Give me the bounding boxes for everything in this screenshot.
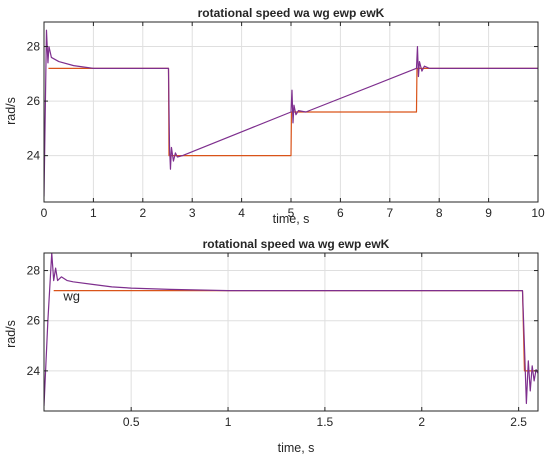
series-line-0: [48, 67, 538, 157]
x-tick-label: 2: [139, 206, 146, 220]
x-tick-label: 0: [41, 206, 48, 220]
x-tick-label: 9: [485, 206, 492, 220]
x-tick-label: 8: [436, 206, 443, 220]
series-line-1: [44, 253, 538, 407]
y-tick-label: 24: [27, 364, 41, 378]
y-tick-label: 26: [27, 94, 41, 108]
y-tick-label: 28: [27, 264, 41, 278]
x-tick-label: 1: [225, 415, 232, 429]
plot-area: [44, 253, 538, 411]
x-tick-label: 6: [337, 206, 344, 220]
chart-title: rotational speed wa wg ewp ewK: [198, 6, 385, 20]
x-tick-label: 10: [531, 206, 545, 220]
lower-speed-chart: rotational speed wa wg ewp ewK time, s r…: [4, 237, 539, 455]
chart-title: rotational speed wa wg ewp ewK: [203, 237, 390, 251]
x-axis-label: time, s: [273, 212, 310, 226]
x-tick-label: 3: [189, 206, 196, 220]
x-tick-label: 7: [386, 206, 393, 220]
y-tick-label: 26: [27, 314, 41, 328]
y-tick-label: 28: [27, 40, 41, 54]
y-tick-label: 24: [27, 149, 41, 163]
upper-speed-chart: rotational speed wa wg ewp ewK time, s r…: [4, 6, 545, 226]
annotation-label: wg: [62, 289, 80, 304]
y-axis-label: rad/s: [4, 320, 18, 348]
x-tick-label: 5: [288, 206, 295, 220]
x-axis-label: time, s: [278, 441, 315, 455]
x-tick-label: 2.5: [510, 415, 527, 429]
x-tick-label: 0.5: [123, 415, 140, 429]
axes-box: [43, 252, 539, 412]
series-line-1: [44, 29, 538, 197]
x-tick-label: 1.5: [317, 415, 334, 429]
x-tick-label: 2: [418, 415, 425, 429]
x-tick-label: 4: [238, 206, 245, 220]
y-axis-label: rad/s: [4, 97, 18, 125]
x-tick-label: 1: [90, 206, 97, 220]
